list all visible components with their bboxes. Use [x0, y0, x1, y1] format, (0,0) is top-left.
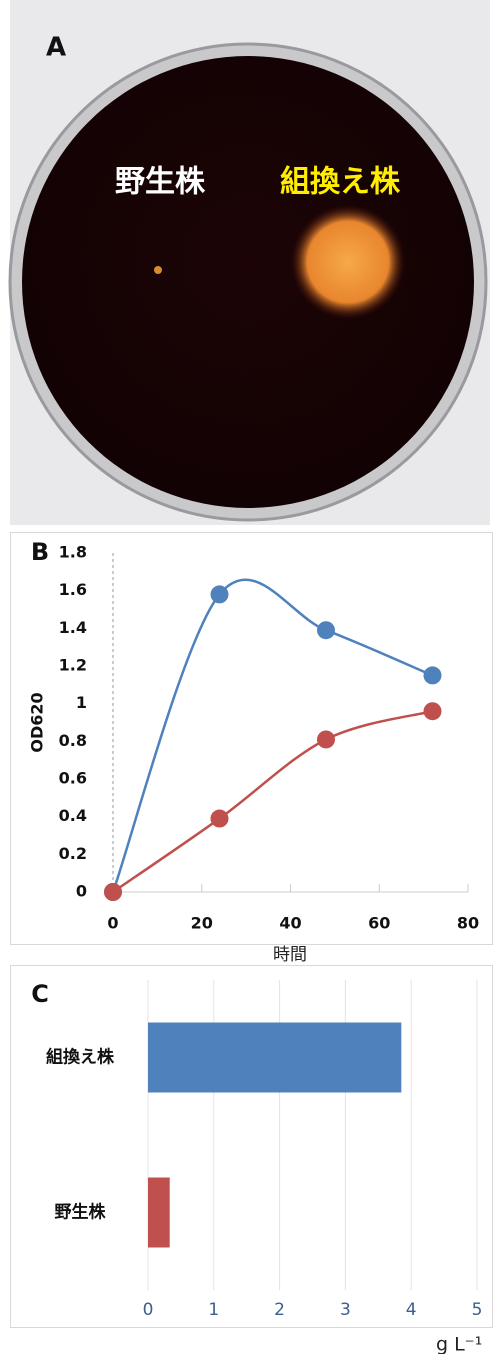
point	[423, 702, 442, 721]
point	[317, 621, 335, 640]
y-tick-label: 0.2	[59, 844, 87, 863]
x-tick-label: 60	[368, 914, 390, 933]
y-axis-title: OD620	[28, 692, 47, 752]
x-tick-label: 20	[191, 914, 213, 933]
y-tick-label: 1.6	[59, 580, 87, 599]
x-axis-title: g L⁻¹	[436, 1334, 482, 1354]
y-tick-label: 1	[76, 693, 87, 712]
photo-label: 組換え株	[280, 165, 401, 200]
y-tick-label: 0.4	[59, 806, 87, 825]
y-tick-label: 0.8	[59, 731, 87, 750]
series-line	[111, 578, 433, 893]
x-tick-label: 4	[406, 1300, 417, 1320]
y-tick-label: 1.2	[59, 656, 87, 675]
panel-frame	[10, 965, 493, 1328]
bar	[148, 1022, 402, 1093]
x-tick-label: 3	[340, 1300, 351, 1320]
x-tick-label: 80	[457, 914, 479, 933]
photo-label: 野生株	[115, 165, 206, 200]
category-label: 組換え株	[46, 1047, 115, 1068]
halo	[290, 204, 406, 320]
category-label: 野生株	[55, 1202, 107, 1223]
point	[423, 666, 442, 685]
bar	[148, 1177, 170, 1248]
x-tick-label: 0	[143, 1300, 154, 1320]
panel-label: A	[46, 33, 66, 63]
point	[210, 809, 229, 828]
y-tick-label: 0	[76, 882, 87, 901]
x-tick-label: 40	[279, 914, 301, 933]
series-line	[112, 709, 433, 894]
x-tick-label: 1	[208, 1300, 219, 1320]
panel-label: C	[31, 980, 49, 1008]
point	[210, 585, 229, 604]
point	[317, 730, 335, 749]
x-tick-label: 0	[107, 914, 118, 933]
point	[104, 883, 122, 901]
dish	[22, 56, 474, 508]
x-tick-label: 5	[472, 1300, 483, 1320]
x-tick-label: 2	[274, 1300, 285, 1320]
panel-label: B	[31, 538, 49, 566]
y-tick-label: 0.6	[59, 769, 87, 788]
colony	[154, 266, 162, 274]
y-tick-label: 1.4	[59, 618, 87, 637]
y-tick-label: 1.8	[59, 543, 87, 562]
x-axis-title: 時間	[273, 945, 307, 965]
